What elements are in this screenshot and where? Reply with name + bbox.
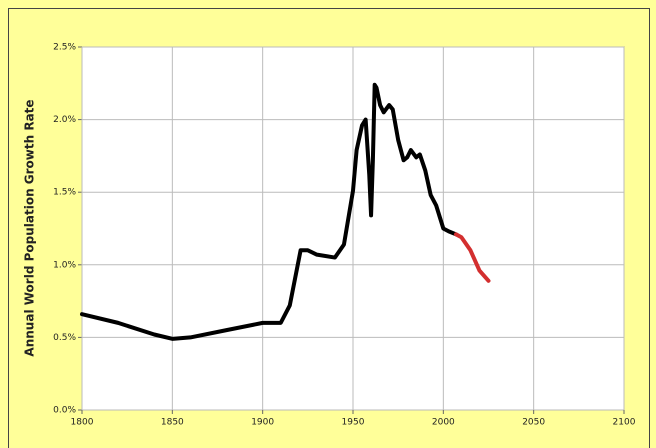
series-line xyxy=(80,82,458,341)
y-tick-label: 0.5% xyxy=(53,333,76,343)
y-tick-label: 1.0% xyxy=(53,260,76,270)
x-tick-label: 2000 xyxy=(432,418,455,428)
x-tick-label: 1950 xyxy=(342,418,365,428)
y-tick-label: 2.5% xyxy=(53,43,76,53)
x-tick-label: 1850 xyxy=(161,418,184,428)
x-tick-label: 2050 xyxy=(522,418,545,428)
series-line xyxy=(453,232,491,283)
x-tick-label: 1900 xyxy=(251,418,274,428)
y-tick-label: 1.5% xyxy=(53,188,76,198)
y-axis-label: Annual World Population Growth Rate xyxy=(23,99,37,356)
x-tick-label: 2100 xyxy=(613,418,636,428)
y-tick-label: 2.0% xyxy=(53,115,76,125)
x-tick-label: 1800 xyxy=(71,418,94,428)
y-tick-label: 0.0% xyxy=(53,406,76,416)
frame xyxy=(8,8,650,448)
